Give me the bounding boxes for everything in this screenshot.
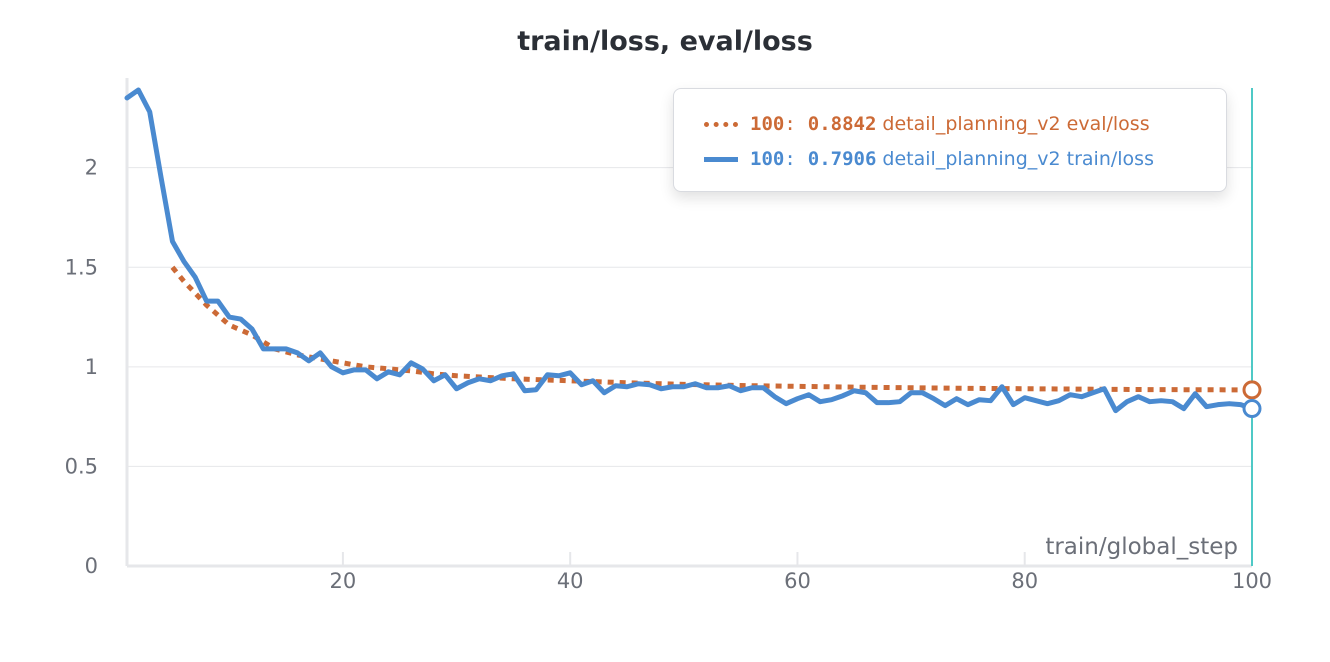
hover-indicator <box>1242 88 1262 566</box>
x-tick-label-3: 80 <box>1011 569 1038 593</box>
x-tick-label-4: 100 <box>1232 569 1272 593</box>
hover-marker-0 <box>1242 380 1262 400</box>
x-tick-label-1: 40 <box>557 569 584 593</box>
x-axis-title: train/global_step <box>1045 534 1238 560</box>
legend-value-eval-loss: 0.8842 <box>807 113 877 135</box>
y-tick-label-0: 0 <box>85 554 98 578</box>
y-tick-label-3: 1.5 <box>65 255 98 279</box>
series-line-1 <box>124 87 1255 414</box>
grid-lines <box>127 167 1252 467</box>
x-tick-label-2: 60 <box>784 569 811 593</box>
series-line-0 <box>170 265 1253 393</box>
legend-item-train-loss[interactable]: 100 : 0.7906 detail_planning_v2 train/lo… <box>704 144 1154 174</box>
legend-step-train-loss: 100 <box>750 148 785 170</box>
hover-marker-1 <box>1242 399 1262 419</box>
y-tick-label-2: 1 <box>85 355 98 379</box>
legend-value-train-loss: 0.7906 <box>807 148 877 170</box>
legend-colon-train-loss: : <box>784 148 796 170</box>
legend-step-eval-loss: 100 <box>750 113 785 135</box>
legend: 100 : 0.8842 detail_planning_v2 eval/los… <box>673 88 1227 192</box>
x-tick-label-0: 20 <box>330 569 357 593</box>
legend-colon-eval-loss: : <box>784 113 796 135</box>
y-tick-label-1: 0.5 <box>65 454 98 478</box>
legend-swatch-train-loss <box>704 156 738 162</box>
legend-swatch-eval-loss <box>704 121 738 127</box>
tick-labels: 0 0.5 1 1.5 2 20 40 60 80 100 <box>65 156 1272 593</box>
legend-name-train-loss: detail_planning_v2 train/loss <box>882 148 1154 170</box>
series-lines <box>124 87 1255 414</box>
legend-name-eval-loss: detail_planning_v2 eval/loss <box>882 113 1150 135</box>
legend-item-eval-loss[interactable]: 100 : 0.8842 detail_planning_v2 eval/los… <box>704 109 1150 139</box>
chart-title: train/loss, eval/loss <box>517 26 813 57</box>
y-tick-label-4: 2 <box>85 156 98 180</box>
